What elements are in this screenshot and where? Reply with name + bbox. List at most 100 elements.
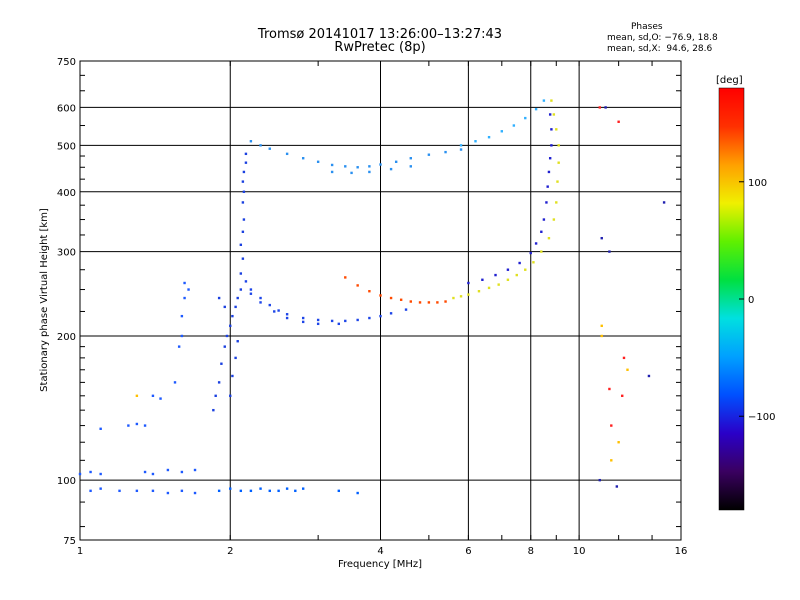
data-point	[330, 319, 334, 323]
phases-x-stats: mean, sd,X: 94.6, 28.6	[607, 44, 713, 54]
data-point	[617, 441, 620, 444]
y-tick-label: 750	[57, 57, 76, 68]
data-point	[555, 128, 558, 131]
data-point	[214, 394, 217, 398]
data-point	[506, 278, 510, 281]
data-point	[223, 305, 226, 309]
data-point	[356, 284, 359, 287]
data-point	[118, 489, 121, 493]
data-point	[225, 334, 229, 338]
data-point	[316, 322, 320, 326]
data-point	[249, 140, 253, 143]
data-point	[368, 165, 371, 168]
data-point	[241, 180, 245, 183]
data-point	[217, 296, 221, 300]
data-point	[330, 163, 334, 167]
phases-o-stats: mean, sd,O: −76.9, 18.8	[607, 33, 718, 43]
data-point	[241, 230, 245, 233]
data-point	[610, 424, 613, 427]
data-point	[444, 150, 447, 154]
data-point	[241, 201, 245, 204]
data-point	[135, 394, 139, 398]
data-point	[604, 106, 607, 109]
data-point	[301, 487, 305, 490]
data-point	[379, 294, 382, 297]
x-tick-label: 4	[377, 546, 383, 557]
data-point	[231, 314, 234, 318]
data-point	[344, 165, 347, 168]
data-point	[173, 381, 177, 384]
x-tick-label: 2	[227, 546, 233, 557]
y-tick-label: 100	[57, 476, 76, 487]
data-point	[241, 257, 245, 260]
data-point	[409, 300, 412, 303]
data-point	[180, 470, 184, 474]
data-point	[268, 489, 271, 493]
data-point	[229, 394, 232, 398]
y-tick-label: 600	[57, 103, 76, 114]
data-point	[500, 130, 504, 133]
data-point	[552, 218, 556, 221]
data-point	[474, 140, 477, 143]
data-point	[242, 218, 246, 221]
data-point	[135, 489, 139, 493]
data-point	[180, 334, 184, 338]
data-point	[552, 113, 556, 116]
data-point	[316, 318, 320, 322]
data-point	[212, 408, 215, 412]
x-tick-label: 6	[465, 546, 471, 557]
data-point	[249, 288, 253, 291]
data-point	[239, 489, 243, 493]
data-point	[427, 301, 431, 304]
data-point	[229, 324, 232, 328]
colorbar-label: [deg]	[716, 75, 743, 86]
data-point	[135, 422, 139, 426]
colorbar-tick-label: 0	[748, 295, 754, 306]
data-point	[379, 314, 382, 318]
data-point	[512, 124, 516, 127]
data-point	[545, 201, 548, 204]
data-point	[621, 394, 624, 398]
data-point	[242, 190, 246, 193]
data-point	[506, 268, 510, 271]
data-point	[608, 250, 611, 253]
data-point	[249, 489, 253, 493]
data-point	[497, 283, 500, 286]
data-point	[467, 281, 470, 285]
x-axis-ticks: 1 2 4 6 8 10 16	[77, 61, 688, 557]
data-point	[548, 113, 552, 116]
data-point	[459, 148, 463, 151]
data-point	[143, 424, 147, 427]
y-tick-label: 300	[57, 248, 76, 259]
data-point	[151, 489, 155, 493]
data-point	[542, 99, 546, 102]
data-point	[368, 290, 371, 293]
data-point	[177, 345, 181, 348]
data-point	[244, 161, 248, 164]
data-point	[259, 301, 262, 304]
data-point	[409, 165, 412, 168]
data-point	[99, 472, 102, 476]
data-point	[452, 296, 455, 300]
data-point	[356, 318, 359, 322]
data-point	[532, 261, 535, 264]
x-tick-label: 16	[675, 546, 688, 557]
data-point	[356, 491, 359, 495]
data-point	[600, 324, 603, 328]
data-point	[99, 427, 102, 431]
data-point	[127, 424, 130, 427]
data-point	[444, 300, 447, 303]
data-point	[217, 489, 221, 493]
data-point	[285, 313, 289, 316]
y-axis-ticks: 75 100 200 300 400 500 600 750	[57, 57, 681, 547]
data-point	[244, 280, 248, 283]
data-point	[350, 171, 353, 175]
colorbar-tick-label: −100	[748, 412, 775, 423]
data-point	[598, 478, 601, 482]
data-point	[477, 290, 481, 293]
phases-heading: Phases	[631, 22, 663, 32]
data-point	[610, 459, 613, 462]
data-point	[399, 298, 403, 301]
data-point	[285, 152, 289, 156]
data-point	[337, 489, 341, 493]
